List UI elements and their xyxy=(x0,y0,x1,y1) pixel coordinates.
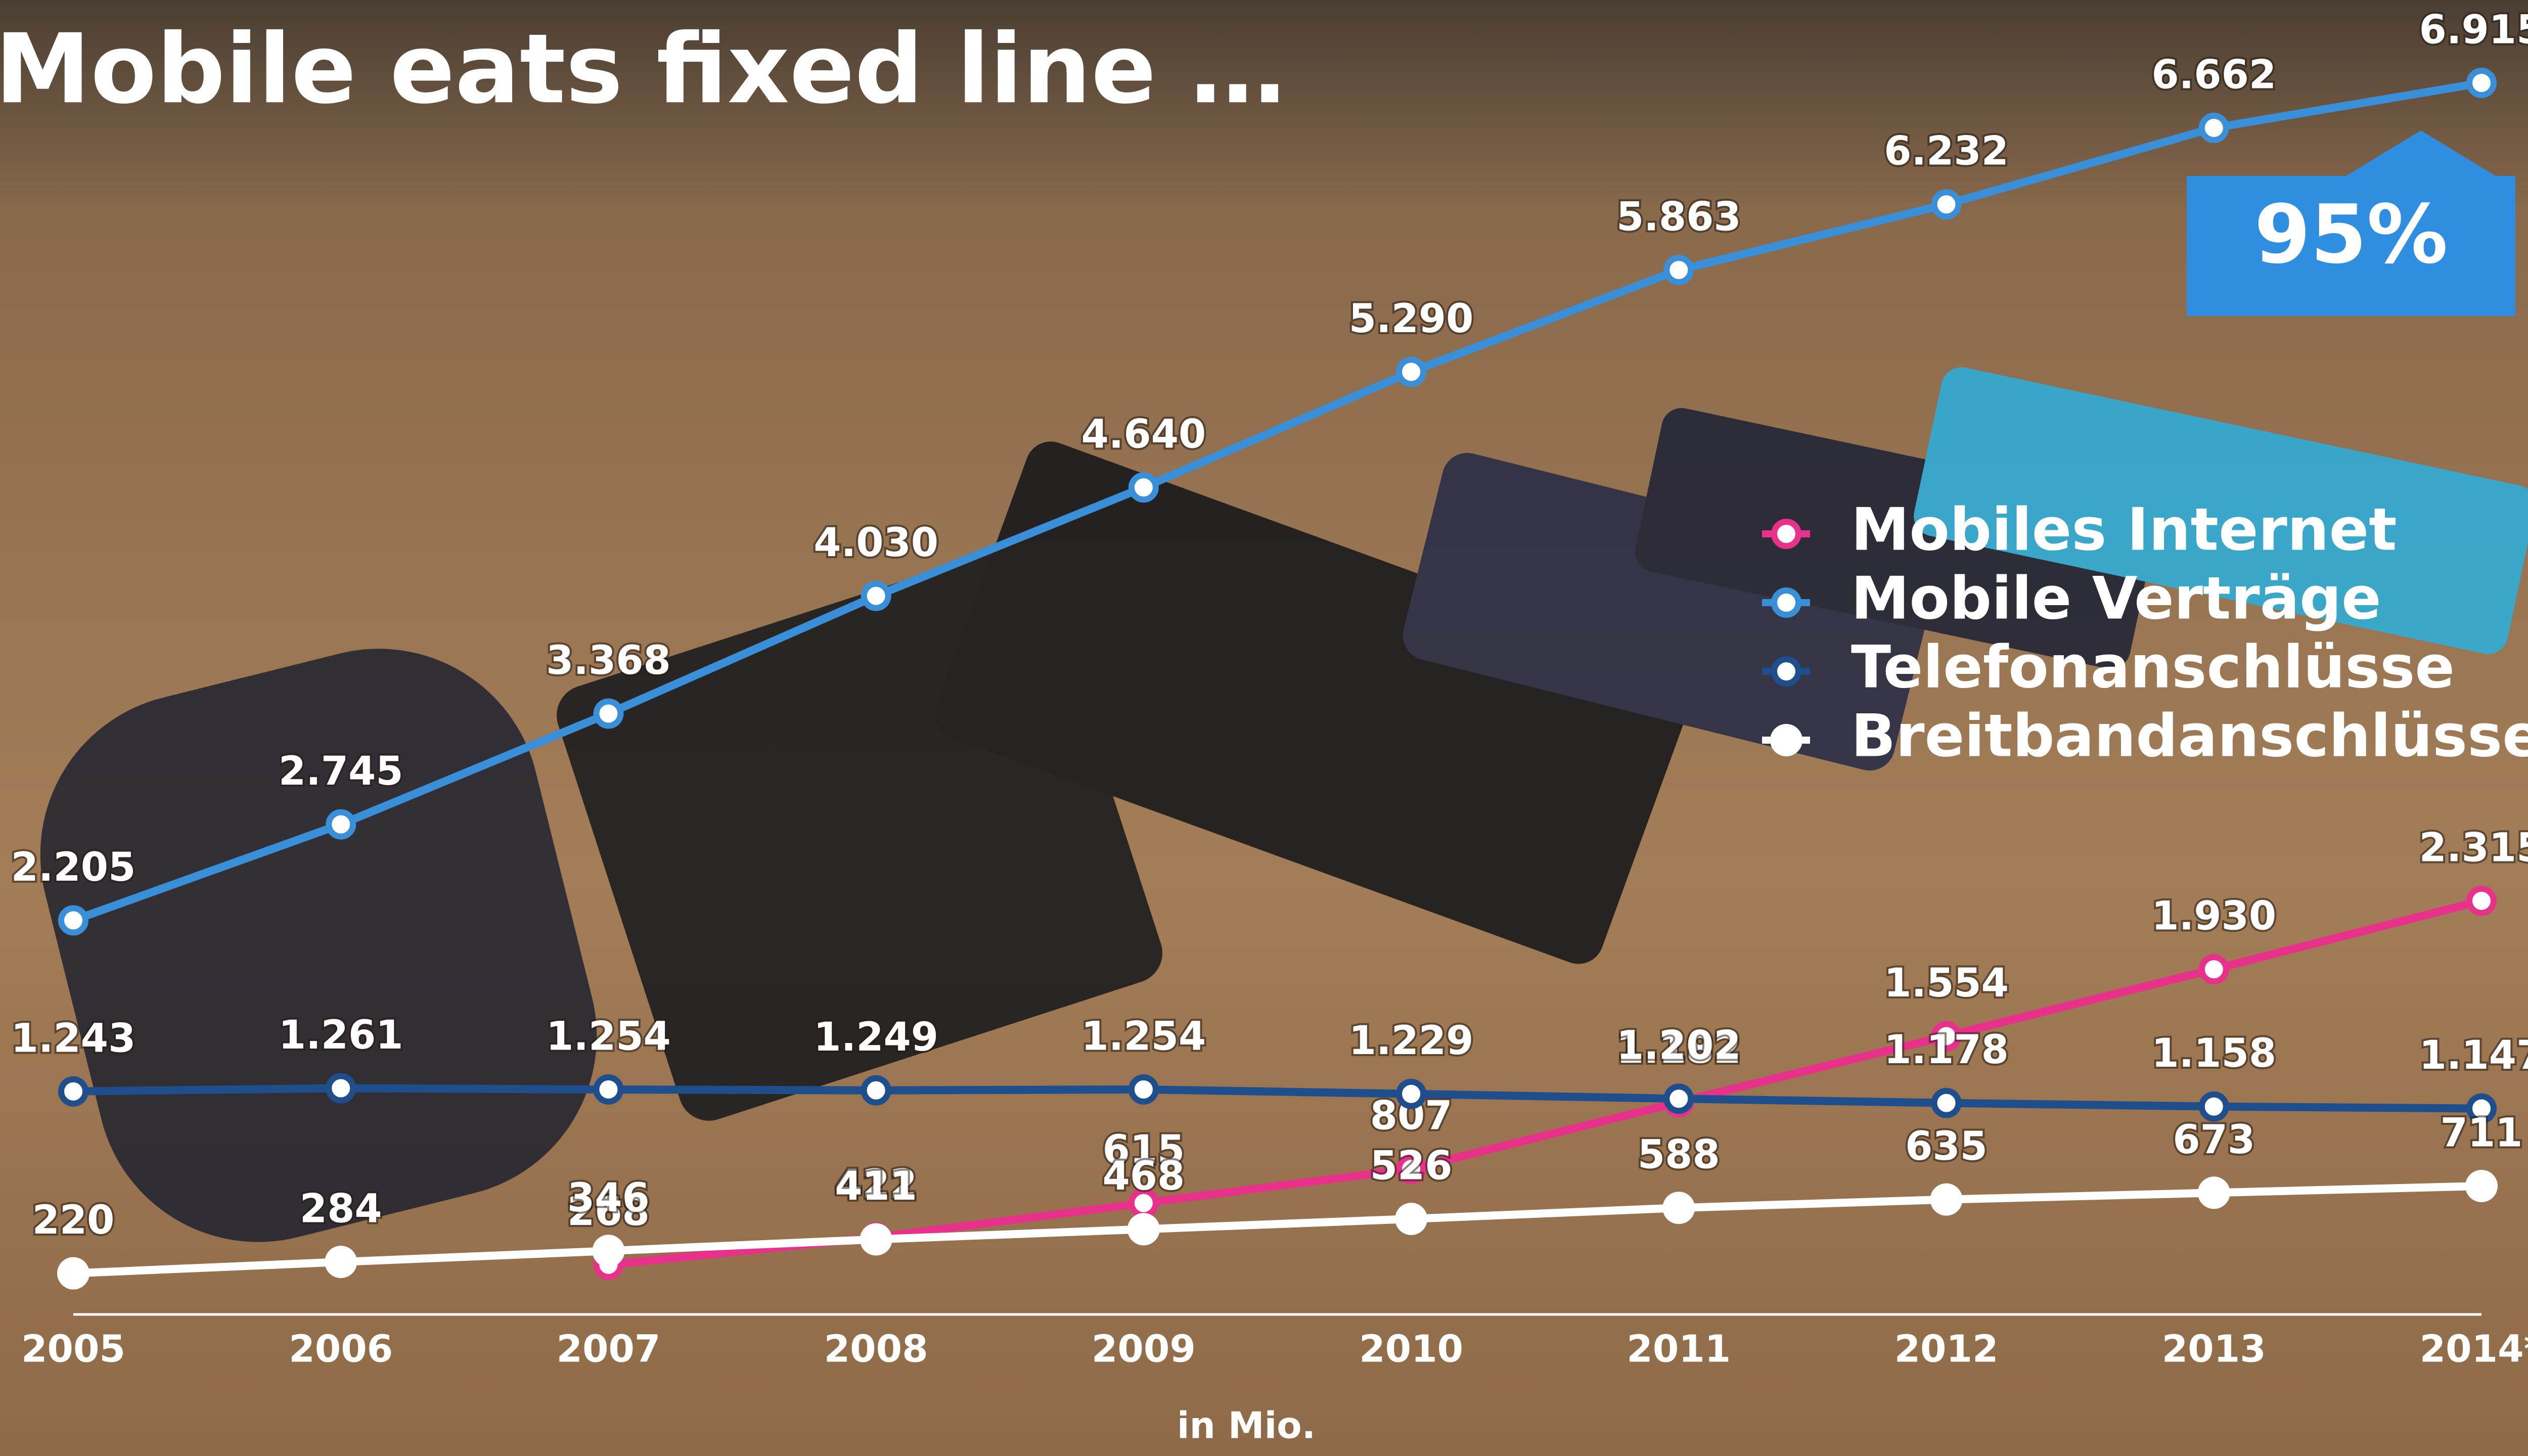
data-label: 4.640 xyxy=(1081,412,1206,458)
data-label: 2.745 xyxy=(279,749,403,794)
data-label: 220 xyxy=(32,1198,115,1243)
data-label: 6.232 xyxy=(1884,129,2009,174)
legend-marker xyxy=(1771,519,1801,549)
data-point xyxy=(2197,1176,2230,1209)
x-tick-label: 2010 xyxy=(1359,1328,1463,1371)
data-point xyxy=(326,809,356,840)
data-label: 1.554 xyxy=(1884,961,2009,1006)
data-label: 1.178 xyxy=(1884,1027,2009,1073)
legend-marker xyxy=(1771,587,1801,618)
series-line xyxy=(608,897,2482,1269)
data-point xyxy=(1396,1078,1427,1109)
data-label: 1.254 xyxy=(1081,1014,1206,1059)
data-point xyxy=(1663,254,1694,285)
data-point xyxy=(861,1075,891,1106)
data-label: 468 xyxy=(1102,1154,1185,1199)
x-tick-label: 2011 xyxy=(1627,1328,1731,1371)
data-label: 1.147 xyxy=(2419,1033,2528,1078)
data-label: 284 xyxy=(300,1187,382,1232)
data-point xyxy=(2465,1169,2498,1202)
legend-label: Breitbandanschlüsse xyxy=(1851,702,2528,770)
data-label: 411 xyxy=(835,1164,917,1209)
data-label: 1.930 xyxy=(2151,894,2276,939)
data-label: 4.030 xyxy=(814,520,938,566)
legend-marker xyxy=(1771,656,1801,687)
data-point xyxy=(2466,1093,2497,1124)
data-point xyxy=(1931,1087,1962,1118)
callout-box xyxy=(2187,130,2515,316)
data-point xyxy=(57,1257,89,1290)
data-point xyxy=(860,1223,892,1256)
data-point xyxy=(1128,1074,1159,1105)
data-point xyxy=(2198,112,2229,143)
data-point xyxy=(1128,472,1159,503)
data-label: 615 xyxy=(1102,1127,1185,1173)
data-label: 1.182 xyxy=(1616,1027,1741,1072)
data-point xyxy=(58,905,88,936)
x-tick-label: 2012 xyxy=(1894,1328,1999,1371)
data-label: 5.863 xyxy=(1616,194,1741,240)
data-label: 1.202 xyxy=(1616,1023,1741,1069)
data-point xyxy=(58,1076,88,1107)
data-point xyxy=(326,1073,356,1104)
data-label: 1.261 xyxy=(279,1013,403,1058)
data-point xyxy=(1931,189,1962,220)
data-point xyxy=(1396,356,1427,387)
data-point xyxy=(2198,1091,2229,1122)
series-line xyxy=(73,1181,2482,1278)
data-point xyxy=(1662,1192,1695,1224)
data-label: 2.315 xyxy=(2419,825,2528,871)
series-line xyxy=(72,79,2482,925)
data-label: 588 xyxy=(1638,1132,1720,1178)
data-label: 268 xyxy=(567,1189,650,1235)
data-label: 635 xyxy=(1905,1124,1988,1169)
x-tick-label: 2005 xyxy=(21,1328,125,1371)
data-label: 1.243 xyxy=(11,1016,136,1061)
unit-label: in Mio. xyxy=(1177,1404,1316,1447)
chart-title: Mobile eats fixed line … xyxy=(0,13,1286,125)
data-point xyxy=(1931,1021,1962,1052)
data-point xyxy=(861,580,891,611)
data-label: 1.158 xyxy=(2151,1031,2276,1076)
x-tick-label: 2007 xyxy=(556,1328,660,1371)
data-point xyxy=(325,1246,357,1279)
legend-label: Mobile Verträge xyxy=(1851,565,2381,633)
x-tick-label: 2009 xyxy=(1092,1328,1196,1371)
data-label: 1.254 xyxy=(546,1014,671,1059)
data-label: 1.229 xyxy=(1349,1018,1474,1064)
data-point xyxy=(1395,1203,1428,1236)
data-label: 1.249 xyxy=(814,1015,938,1060)
legend-marker xyxy=(1770,724,1802,756)
data-point xyxy=(2466,885,2497,916)
data-point xyxy=(593,698,624,729)
data-point xyxy=(1663,1083,1694,1114)
data-label: 422 xyxy=(835,1162,917,1207)
x-tick-label: 2006 xyxy=(289,1328,393,1371)
data-label: 3.368 xyxy=(546,638,671,684)
data-label: 526 xyxy=(1370,1143,1453,1189)
series-line xyxy=(73,1084,2482,1113)
data-label: 6.915 xyxy=(2419,7,2528,53)
data-point xyxy=(1930,1183,1963,1216)
x-tick-label: 2014* xyxy=(2420,1328,2528,1371)
data-point xyxy=(1127,1213,1160,1246)
legend-label: Telefonanschlüsse xyxy=(1851,633,2455,702)
callout-text: 95% xyxy=(2254,187,2448,282)
data-point xyxy=(1396,1154,1427,1185)
data-label: 711 xyxy=(2441,1110,2523,1156)
legend-label: Mobiles Internet xyxy=(1851,496,2397,564)
data-point xyxy=(2466,68,2497,98)
data-label: 5.290 xyxy=(1349,296,1474,342)
data-label: 6.662 xyxy=(2151,52,2276,98)
data-label: 673 xyxy=(2173,1117,2255,1163)
data-point xyxy=(2198,954,2229,985)
x-tick-label: 2008 xyxy=(824,1328,928,1371)
data-point xyxy=(592,1235,625,1267)
x-tick-label: 2013 xyxy=(2162,1328,2266,1371)
data-label: 2.205 xyxy=(11,845,136,890)
data-label: 346 xyxy=(567,1175,650,1221)
data-point xyxy=(593,1074,624,1105)
